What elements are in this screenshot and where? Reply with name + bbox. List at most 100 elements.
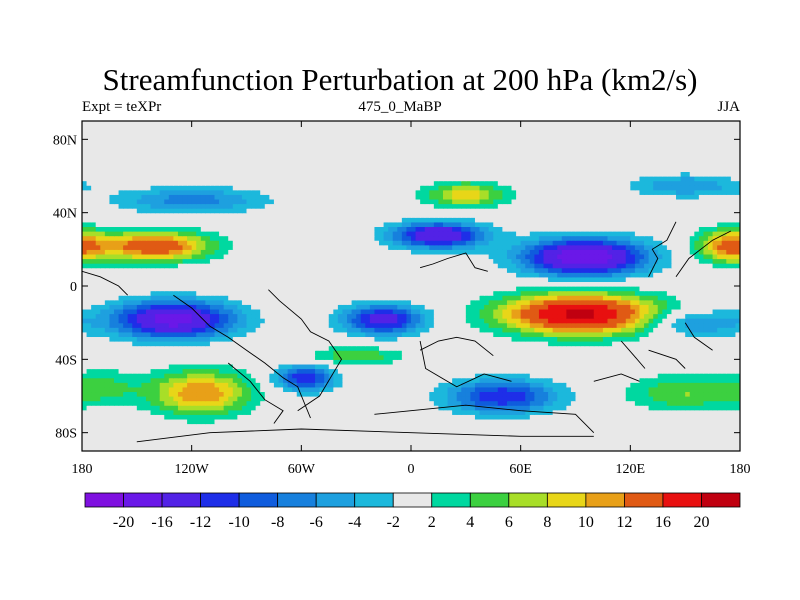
field-cell [726,336,732,342]
field-cell [369,446,376,451]
field-cell [232,418,238,425]
field-cell [671,350,677,356]
field-cell [369,299,376,305]
field-cell [557,437,563,443]
field-cell [447,409,453,415]
field-cell [182,341,188,347]
field-cell [379,304,385,310]
field-cell [461,428,467,434]
field-cell [534,299,540,305]
field-cell [351,299,357,305]
field-cell [127,409,133,415]
field-cell [676,373,682,379]
field-cell [86,423,92,429]
field-cell [433,418,440,425]
field-cell [333,331,339,338]
field-cell [694,418,700,425]
field-cell [456,290,462,296]
field-cell [648,414,654,420]
field-cell [347,363,353,370]
field-cell [141,377,147,383]
field-cell [557,414,563,420]
field-cell [200,446,206,451]
field-cell [730,400,737,406]
field-cell [484,382,490,388]
field-cell [91,423,97,429]
field-cell [584,428,590,434]
field-cell [260,368,266,374]
field-cell [374,437,380,443]
field-cell [557,368,563,374]
field-cell [488,295,494,301]
field-cell [438,414,444,420]
field-cell [470,382,476,388]
field-cell [232,345,238,351]
field-cell [538,400,545,406]
field-cell [552,327,558,333]
field-cell [712,304,718,310]
field-cell [187,350,193,356]
field-cell [196,295,202,301]
field-cell [273,368,280,374]
field-cell [575,354,581,360]
field-cell [598,437,604,443]
field-cell [607,405,613,411]
field-cell [529,405,535,411]
field-cell [296,405,302,411]
field-cell [177,345,184,351]
field-cell [136,359,142,365]
field-cell [607,446,613,451]
field-cell [379,437,385,443]
field-cell [584,373,590,379]
field-cell [141,405,147,411]
field-cell [328,386,334,393]
field-cell [319,363,325,370]
field-cell [374,359,380,365]
field-cell [470,350,476,356]
field-cell [685,318,691,324]
field-cell [717,295,723,301]
field-cell [305,359,312,365]
field-cell [205,322,211,328]
field-cell [653,359,659,365]
field-cell [639,304,645,310]
field-cell [214,304,220,310]
field-cell [694,373,700,379]
field-cell [639,373,645,379]
field-cell [612,318,618,324]
field-cell [310,354,316,360]
field-cell [730,391,737,397]
field-cell [200,327,206,333]
field-cell [676,341,682,347]
field-cell [123,400,129,406]
field-cell [584,400,590,406]
field-cell [315,368,321,374]
field-cell [255,368,261,374]
field-cell [580,400,586,406]
field-cell [689,304,695,310]
field-cell [191,295,197,301]
field-cell [680,368,686,374]
field-cell [333,414,339,420]
field-cell [689,368,695,374]
field-cell [228,304,234,310]
field-cell [392,437,398,443]
field-cell [356,327,362,333]
field-cell [383,405,389,411]
field-cell [379,391,385,397]
field-cell [438,418,444,425]
field-cell [612,405,618,411]
field-cell [369,391,376,397]
field-cell [575,418,581,425]
field-cell [328,308,334,315]
field-cell [580,350,586,356]
field-cell [155,322,161,328]
field-cell [251,418,257,425]
field-cell [456,405,462,411]
field-cell [82,295,88,301]
field-cell [730,299,737,305]
field-cell [296,341,302,347]
field-cell [497,391,503,397]
field-cell [474,418,481,425]
field-cell [278,377,284,383]
